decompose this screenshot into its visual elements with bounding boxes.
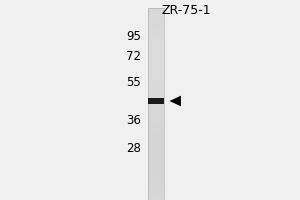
Bar <box>148 181 164 186</box>
Bar <box>148 157 164 162</box>
Bar <box>148 13 164 18</box>
Bar <box>148 61 164 66</box>
Text: 36: 36 <box>126 114 141 127</box>
Bar <box>148 22 164 28</box>
Bar <box>148 98 164 104</box>
Bar <box>148 46 164 52</box>
Bar <box>148 133 164 138</box>
Text: 95: 95 <box>126 29 141 43</box>
Bar <box>148 8 164 200</box>
Bar <box>148 128 164 133</box>
Bar <box>148 37 164 42</box>
Bar <box>148 190 164 196</box>
Bar <box>148 104 164 109</box>
Text: 55: 55 <box>126 75 141 88</box>
Bar <box>148 171 164 176</box>
Bar <box>148 75 164 80</box>
Bar <box>148 80 164 85</box>
Bar <box>148 114 164 119</box>
Polygon shape <box>169 96 181 106</box>
Text: ZR-75-1: ZR-75-1 <box>161 4 211 17</box>
Bar <box>148 18 164 23</box>
Bar <box>148 70 164 76</box>
Bar <box>148 186 164 191</box>
Bar <box>148 147 164 152</box>
Bar <box>148 142 164 148</box>
Bar <box>148 27 164 32</box>
Bar <box>148 162 164 167</box>
Bar <box>148 152 164 157</box>
Bar <box>148 8 164 13</box>
Bar <box>148 51 164 56</box>
Bar <box>148 42 164 47</box>
Bar <box>148 138 164 143</box>
Bar <box>148 94 164 100</box>
Bar <box>148 166 164 172</box>
Bar <box>148 90 164 95</box>
Bar <box>148 99 164 104</box>
Bar <box>148 195 164 200</box>
Bar <box>148 66 164 71</box>
Bar <box>148 32 164 37</box>
Text: 72: 72 <box>126 49 141 62</box>
Text: 28: 28 <box>126 142 141 154</box>
Bar <box>148 85 164 90</box>
Bar <box>148 56 164 61</box>
Bar <box>148 176 164 181</box>
Bar <box>148 109 164 114</box>
Bar <box>148 123 164 128</box>
Bar <box>148 118 164 124</box>
